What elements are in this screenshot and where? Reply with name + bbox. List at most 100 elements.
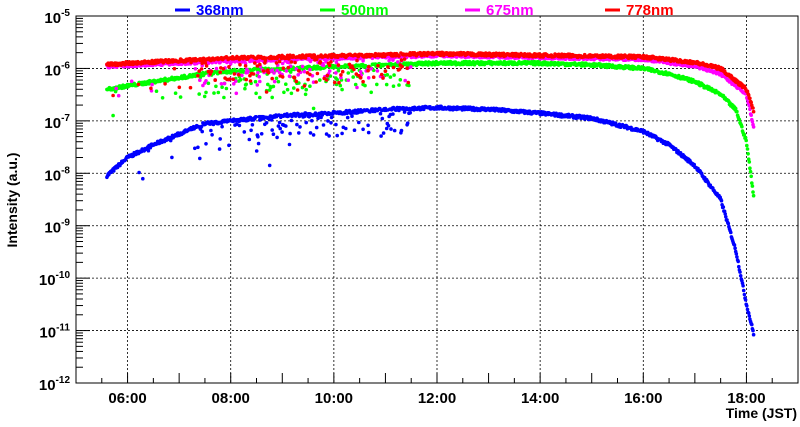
data-point-500nm: [244, 82, 248, 87]
data-point-675nm: [129, 79, 134, 84]
data-point-368nm: [732, 243, 737, 247]
data-point-778nm: [751, 106, 755, 110]
data-point-778nm: [281, 66, 286, 70]
data-point-778nm: [199, 67, 204, 71]
data-point-368nm: [324, 132, 329, 136]
data-point-368nm: [198, 156, 202, 161]
data-point-675nm: [272, 79, 277, 84]
data-point-368nm: [735, 255, 739, 259]
data-point-778nm: [336, 63, 341, 67]
data-point-368nm: [247, 137, 252, 142]
data-point-675nm: [270, 68, 275, 72]
legend-label: 675nm: [486, 2, 534, 19]
data-point-500nm: [748, 169, 753, 174]
data-point-500nm: [747, 160, 752, 164]
data-point-368nm: [335, 133, 340, 138]
data-point-500nm: [353, 82, 358, 87]
data-point-778nm: [232, 72, 237, 76]
data-point-778nm: [329, 60, 333, 64]
data-point-368nm: [287, 142, 292, 147]
data-point-778nm: [371, 75, 376, 79]
data-point-778nm: [261, 69, 266, 73]
data-point-368nm: [719, 198, 724, 203]
data-point-778nm: [314, 57, 319, 61]
data-point-368nm: [193, 146, 197, 151]
data-point-500nm: [206, 81, 211, 86]
data-point-368nm: [289, 118, 294, 123]
data-point-368nm: [112, 169, 116, 173]
data-point-368nm: [738, 270, 742, 274]
data-point-778nm: [274, 61, 279, 65]
data-point-368nm: [199, 124, 204, 129]
legend-label: 500nm: [341, 2, 389, 19]
data-point-500nm: [288, 70, 293, 74]
data-point-500nm: [311, 106, 316, 111]
data-point-778nm: [111, 93, 115, 98]
data-point-778nm: [136, 82, 141, 87]
data-point-500nm: [254, 91, 258, 96]
data-point-778nm: [308, 72, 312, 77]
data-point-368nm: [218, 137, 222, 141]
data-point-500nm: [748, 166, 752, 170]
data-point-675nm: [334, 71, 338, 75]
data-point-778nm: [253, 61, 257, 65]
data-point-500nm: [266, 82, 270, 87]
data-point-500nm: [284, 82, 288, 86]
data-point-368nm: [750, 322, 754, 327]
data-point-675nm: [219, 82, 224, 86]
data-point-368nm: [326, 119, 330, 123]
data-point-368nm: [321, 123, 326, 127]
data-point-778nm: [163, 82, 167, 86]
x-tick-label: 18:00: [727, 390, 765, 407]
data-point-368nm: [352, 128, 357, 132]
data-point-368nm: [304, 120, 309, 125]
data-point-675nm: [749, 113, 753, 117]
data-point-500nm: [214, 84, 218, 89]
data-point-675nm: [284, 69, 289, 73]
data-point-778nm: [302, 84, 307, 88]
x-tick-label: 06:00: [108, 390, 146, 407]
data-point-778nm: [221, 67, 226, 71]
data-point-500nm: [285, 87, 290, 92]
data-point-368nm: [254, 149, 259, 153]
data-point-778nm: [227, 77, 232, 81]
data-point-500nm: [740, 124, 744, 129]
data-point-778nm: [196, 74, 200, 78]
data-point-675nm: [287, 74, 292, 78]
data-point-675nm: [396, 60, 400, 64]
data-point-778nm: [749, 100, 753, 105]
data-point-675nm: [280, 61, 285, 66]
data-point-500nm: [216, 90, 221, 95]
data-point-368nm: [146, 148, 151, 153]
data-point-675nm: [387, 58, 391, 63]
data-point-500nm: [220, 85, 224, 89]
data-point-675nm: [355, 85, 359, 90]
data-point-675nm: [366, 76, 371, 80]
data-point-368nm: [741, 284, 745, 288]
data-point-500nm: [274, 76, 279, 81]
data-point-500nm: [742, 132, 747, 137]
data-point-778nm: [209, 69, 214, 74]
data-point-675nm: [257, 74, 262, 79]
y-tick-label: 10-10: [39, 270, 71, 289]
data-point-368nm: [210, 133, 214, 137]
data-point-778nm: [746, 93, 751, 97]
data-point-368nm: [259, 132, 264, 136]
y-tick-label: 10-6: [44, 60, 70, 79]
data-point-368nm: [745, 307, 750, 312]
data-point-368nm: [298, 125, 302, 129]
data-point-778nm: [751, 109, 756, 114]
data-point-675nm: [272, 71, 276, 75]
data-point-778nm: [264, 56, 268, 60]
data-point-675nm: [300, 64, 305, 69]
data-point-500nm: [384, 82, 389, 87]
data-point-368nm: [329, 115, 334, 120]
data-point-368nm: [327, 134, 331, 138]
data-point-675nm: [375, 69, 380, 73]
data-point-368nm: [405, 121, 410, 125]
data-point-500nm: [224, 86, 229, 91]
data-point-778nm: [238, 62, 242, 67]
data-point-500nm: [178, 95, 183, 99]
data-point-778nm: [386, 65, 390, 69]
